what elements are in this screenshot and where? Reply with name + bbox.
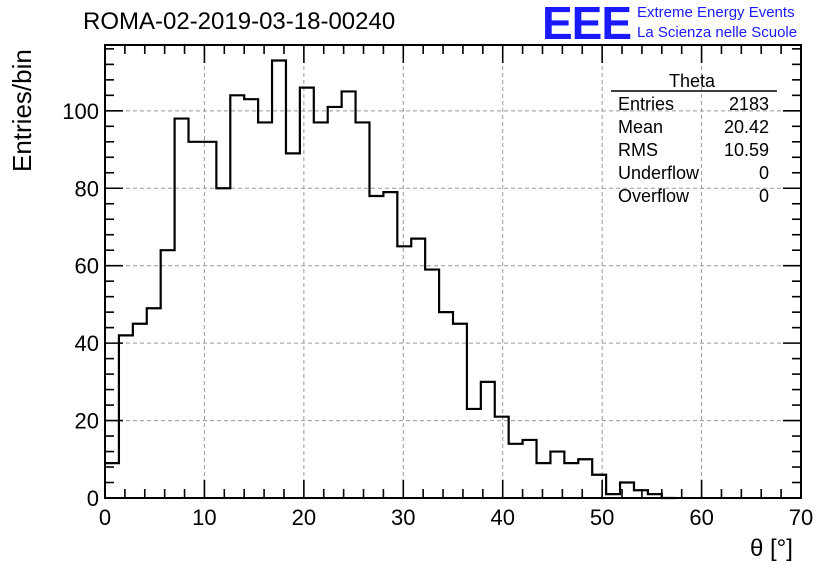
x-tick-label: 10 (192, 505, 216, 530)
stats-value: 2183 (729, 94, 769, 114)
x-tick-label: 0 (99, 505, 111, 530)
tick-labels: 0 10 20 30 40 50 60 70 0 20 40 60 80 100 (62, 99, 813, 530)
x-axis-label: θ [°] (750, 535, 793, 562)
grid-lines (105, 45, 801, 498)
logo-caption-line1: Extreme Energy Events (637, 4, 795, 21)
y-tick-label: 60 (75, 254, 99, 279)
stats-label: Underflow (618, 163, 700, 183)
stats-label: Entries (618, 94, 674, 114)
y-tick-label: 20 (75, 409, 99, 434)
x-tick-label: 70 (789, 505, 813, 530)
logo-caption-line2: La Scienza nelle Scuole (637, 24, 798, 41)
y-tick-label: 100 (62, 99, 99, 124)
eee-logo: EEE (542, 0, 632, 49)
x-tick-label: 50 (590, 505, 614, 530)
x-tick-label: 20 (292, 505, 316, 530)
y-tick-label: 80 (75, 176, 99, 201)
y-tick-label: 0 (87, 486, 99, 511)
stats-value: 0 (759, 163, 769, 183)
stats-value: 20.42 (724, 117, 769, 137)
stats-value: 10.59 (724, 140, 769, 160)
plot-frame (104, 44, 802, 499)
x-tick-label: 60 (689, 505, 713, 530)
stats-label: RMS (618, 140, 658, 160)
y-tick-label: 40 (75, 331, 99, 356)
logo-caption: Extreme Energy Events La Scienza nelle S… (637, 3, 797, 43)
x-tick-label: 30 (391, 505, 415, 530)
stats-label: Mean (618, 117, 663, 137)
x-tick-label: 40 (490, 505, 514, 530)
histogram-series (105, 59, 676, 500)
stats-label: Overflow (618, 186, 690, 206)
stats-box: Theta Entries 2183 Mean 20.42 RMS 10.59 Underfl… (611, 71, 777, 206)
chart-title: ROMA-02-2019-03-18-00240 (83, 8, 396, 35)
stats-value: 0 (759, 186, 769, 206)
axis-ticks (104, 45, 802, 499)
stats-title: Theta (669, 71, 716, 91)
